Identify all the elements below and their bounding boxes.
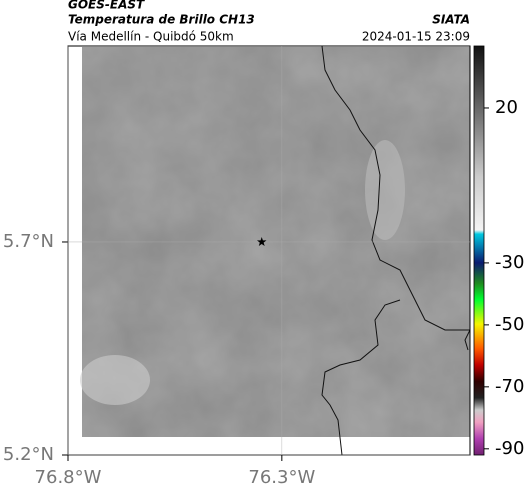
region: Vía Medellín - Quibdó 50km: [68, 30, 234, 44]
bright-area: [80, 355, 150, 405]
satellite-image: [80, 46, 470, 455]
boundary: [464, 329, 470, 351]
boundary: [321, 46, 470, 331]
subtitle: Temperatura de Brillo CH13: [68, 13, 255, 27]
colorbar-tick-label: -30: [495, 252, 524, 273]
y-tick-label: 5.7°N: [3, 231, 54, 252]
bright-area: [365, 140, 405, 240]
source: SIATA: [432, 13, 470, 27]
boundary: [321, 299, 401, 455]
colorbar-tick-label: -50: [495, 314, 524, 335]
x-tick-label: 76.3°W: [248, 467, 315, 488]
colorbar: [473, 45, 485, 456]
title: GOES-EAST: [68, 0, 145, 12]
colorbar-tick-label: -70: [495, 376, 524, 397]
colorbar-tick-label: -90: [495, 438, 524, 459]
x-tick-label: 76.8°W: [35, 467, 102, 488]
timestamp: 2024-01-15 23:09: [362, 30, 470, 44]
y-tick-label: 5.2°N: [3, 444, 54, 465]
location-marker: [257, 237, 267, 246]
colorbar-tick-label: 20: [495, 97, 518, 118]
